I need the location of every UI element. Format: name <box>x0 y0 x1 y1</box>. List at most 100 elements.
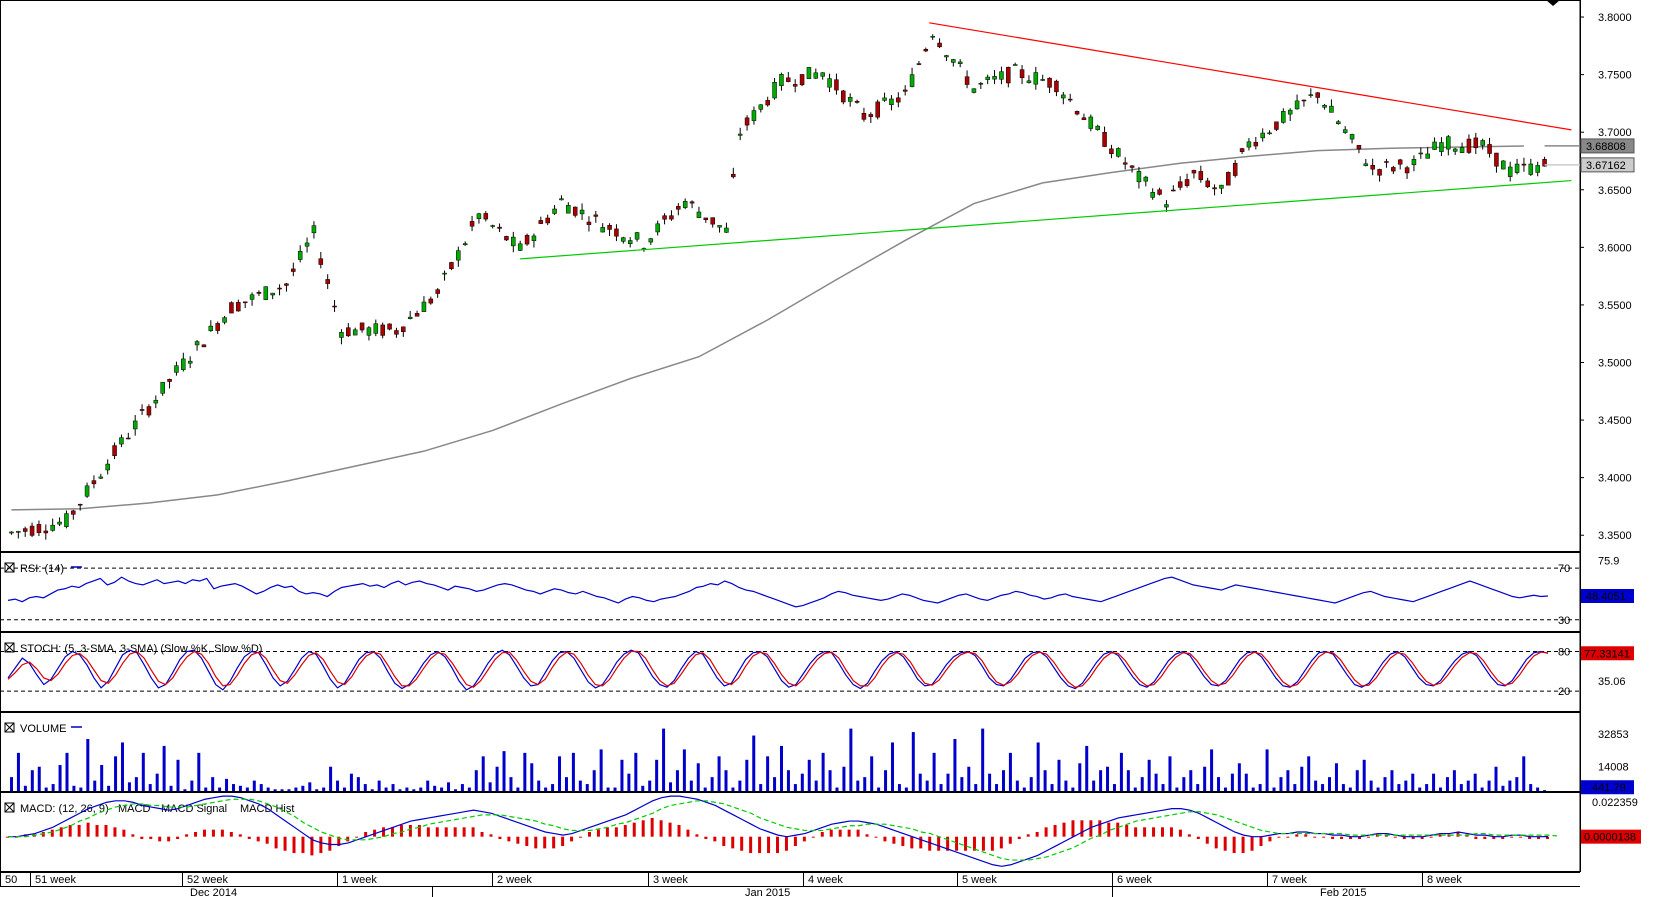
candle-body <box>449 262 454 269</box>
candle-body <box>1081 117 1087 121</box>
macd-hist-bar <box>1161 827 1164 837</box>
volume-bar <box>1376 787 1380 791</box>
candle-body <box>655 223 660 233</box>
volume-bar <box>1432 773 1436 791</box>
rsi-series <box>0 567 1580 621</box>
scroll-marker-icon[interactable] <box>1546 0 1560 6</box>
series-line-1 <box>7 650 1549 688</box>
volume-bar <box>1071 787 1075 791</box>
volume-bar <box>474 770 478 791</box>
candle-body <box>1033 72 1039 85</box>
volume-bar <box>218 787 222 791</box>
week-label: 52 week <box>187 874 228 886</box>
volume-bar <box>197 752 201 791</box>
candle-body <box>600 227 605 233</box>
volume-bar <box>419 787 423 791</box>
candle-body <box>57 521 62 525</box>
candle-body <box>1184 179 1190 186</box>
candle-body <box>1439 142 1444 152</box>
volume-bar <box>682 749 686 791</box>
volume-bar <box>398 789 402 791</box>
volume-bar <box>523 752 527 791</box>
candle-body <box>1322 104 1327 108</box>
candle-body <box>139 409 145 411</box>
macd-hist-bar <box>543 836 547 849</box>
volume-bar <box>107 785 111 791</box>
volume-bar <box>1362 759 1366 791</box>
candle-body <box>332 305 337 308</box>
macd-hist-bar <box>847 829 851 837</box>
volume-bar <box>828 770 832 791</box>
candle-body <box>1109 148 1114 155</box>
price-tick-label: 3.3500 <box>1598 530 1632 542</box>
macd-hist-bar <box>1098 820 1102 837</box>
candle-body <box>1219 184 1224 189</box>
volume-bar <box>599 749 603 791</box>
macd-hist-bar <box>1035 832 1039 837</box>
week-label: 51 week <box>35 874 76 886</box>
volume-bar <box>807 759 811 791</box>
macd-hist-bar <box>59 827 63 837</box>
macd-hist-bar <box>659 820 663 837</box>
volume-bar <box>793 784 797 791</box>
price-tag-box <box>1580 157 1635 173</box>
candle-body <box>160 381 165 394</box>
candle-body <box>1308 94 1314 96</box>
volume-bar <box>1258 784 1262 791</box>
macd-hist-bar <box>498 836 502 840</box>
candle-body <box>524 235 530 245</box>
candle-body <box>77 503 83 506</box>
volume-bar <box>904 787 908 791</box>
macd-hist-bar <box>829 829 833 837</box>
week-label: 6 week <box>1117 874 1152 886</box>
macd-hist-bar <box>776 836 779 854</box>
candle-body <box>676 206 681 210</box>
week-label: 2 week <box>497 874 532 886</box>
candle-body <box>132 420 138 430</box>
macd-hist-bar <box>1017 836 1021 840</box>
candle-body <box>923 48 929 52</box>
volume-bar <box>1445 777 1449 791</box>
macd-hist-bar <box>1357 836 1361 840</box>
level-label: 80 <box>1558 647 1570 659</box>
rsi-y-axis: 70 30 75.9 48.4051 <box>1558 553 1634 631</box>
macd-hist-bar <box>1277 836 1281 838</box>
candle-body <box>153 399 159 404</box>
candle-body <box>256 291 262 294</box>
volume-bar <box>1029 777 1033 791</box>
volume-bar <box>273 789 277 791</box>
macd-hist-bar <box>382 827 386 837</box>
volume-bar <box>835 787 839 791</box>
macd-hist-bar <box>704 836 708 840</box>
candle-body <box>208 325 214 332</box>
macd-hist-bar <box>856 829 860 837</box>
candle-body <box>373 323 379 334</box>
candle-body <box>442 272 447 275</box>
macd-hist-bar <box>417 824 421 837</box>
volume-bar <box>259 784 263 791</box>
macd-hist-bar <box>1483 836 1487 840</box>
price-tick-label: 3.5000 <box>1598 357 1632 369</box>
macd-hist-bar <box>1169 827 1173 837</box>
volume-bar <box>1452 770 1456 791</box>
candle-body <box>36 524 42 533</box>
volume-bar <box>162 745 166 791</box>
candle-body <box>64 513 69 527</box>
macd-hist-bar <box>319 836 323 854</box>
candle-body <box>462 243 468 246</box>
volume-bar <box>266 787 270 791</box>
volume-bar <box>1404 780 1408 791</box>
volume-bar <box>662 728 666 791</box>
volume-bar <box>731 787 735 791</box>
rsi-value-label: 48.4051 <box>1586 591 1626 603</box>
volume-bar <box>1487 780 1491 791</box>
candle-body <box>1143 176 1149 182</box>
macd-hist-bar <box>1537 836 1541 840</box>
volume-bar <box>1529 784 1533 791</box>
candle-body <box>710 217 715 225</box>
candlestick-series <box>9 34 1547 540</box>
macd-hist-bar <box>623 824 627 837</box>
macd-hist-bar <box>731 836 735 849</box>
volume-bar <box>1119 752 1123 791</box>
level-label: 30 <box>1558 615 1570 627</box>
